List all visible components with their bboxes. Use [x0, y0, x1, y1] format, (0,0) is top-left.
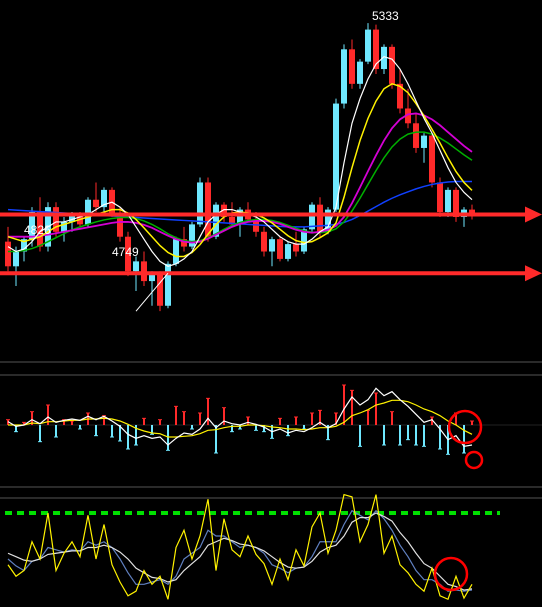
price-label: 4749 — [112, 245, 139, 259]
chart-root: 5333 4826 4749 — [0, 0, 542, 607]
price-label: 5333 — [372, 9, 399, 23]
price-label: 4826 — [24, 223, 51, 237]
